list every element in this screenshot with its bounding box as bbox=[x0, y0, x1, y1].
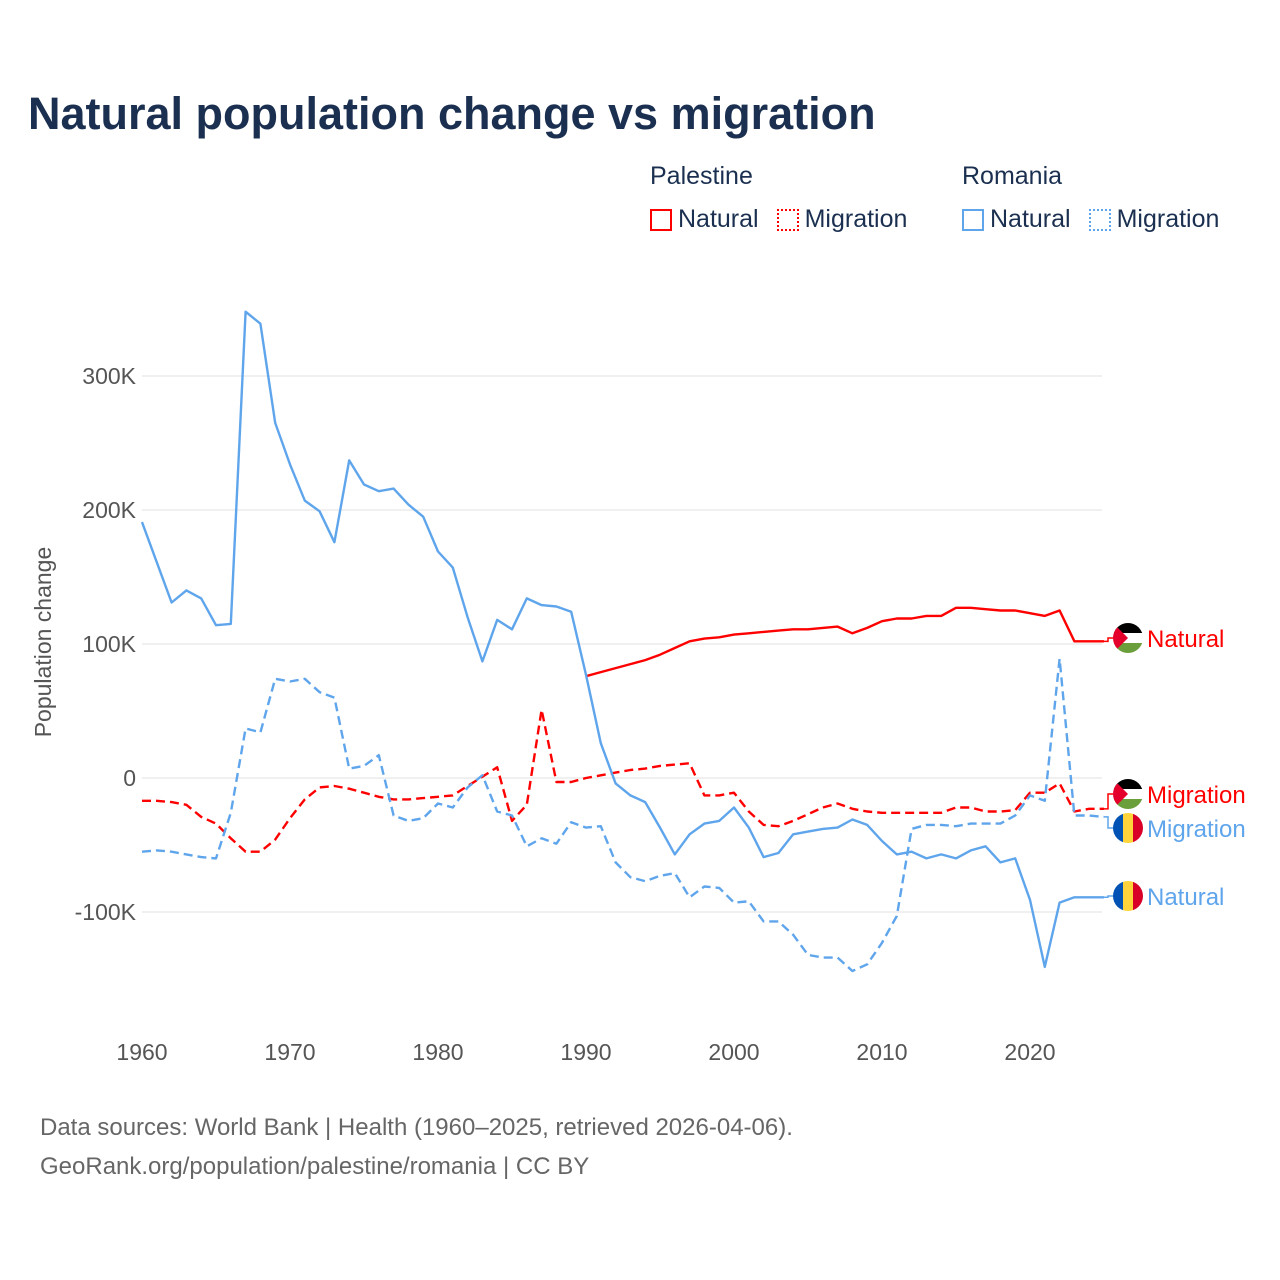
solid-swatch-icon bbox=[650, 208, 672, 231]
chart-title: Natural population change vs migration bbox=[28, 88, 876, 139]
x-tick-label: 2020 bbox=[1004, 1039, 1055, 1065]
label-connector bbox=[1104, 816, 1114, 829]
legend-item-palestine-migration[interactable]: Migration bbox=[776, 205, 908, 234]
end-label: Migration bbox=[1147, 816, 1246, 843]
legend-romania: Romania Natural Migration bbox=[962, 162, 1219, 234]
label-connector bbox=[1104, 895, 1114, 899]
legend-item-palestine-natural[interactable]: Natural bbox=[650, 205, 759, 234]
legend-label: Natural bbox=[678, 205, 759, 233]
legend-group-name: Romania bbox=[962, 162, 1063, 190]
series-line-romania-migration bbox=[141, 657, 1105, 973]
y-tick-label: 200K bbox=[82, 497, 136, 523]
y-tick-label: 0 bbox=[123, 765, 136, 791]
dotted-swatch-icon bbox=[776, 208, 799, 231]
end-label: Natural bbox=[1147, 626, 1224, 653]
x-tick-label: 1970 bbox=[264, 1039, 315, 1065]
y-axis-label: Population change bbox=[30, 547, 56, 738]
end-label: Migration bbox=[1147, 782, 1246, 809]
footer-link[interactable]: GeoRank.org/population/palestine/romania… bbox=[40, 1153, 590, 1180]
palestine-flag-icon bbox=[1113, 623, 1143, 653]
footer-sources: Data sources: World Bank | Health (1960–… bbox=[40, 1114, 793, 1141]
x-tick-label: 2000 bbox=[708, 1039, 759, 1065]
y-tick-label: 100K bbox=[82, 631, 136, 657]
legend-label: Migration bbox=[1116, 205, 1220, 233]
legend-palestine: Palestine Natural Migration bbox=[650, 162, 907, 234]
y-tick-label: -100K bbox=[75, 899, 137, 925]
series-line-palestine-migration bbox=[142, 708, 1104, 853]
romania-flag-icon bbox=[1113, 881, 1143, 911]
label-connector bbox=[1104, 637, 1114, 643]
solid-swatch-icon bbox=[962, 208, 984, 231]
label-connector bbox=[1104, 793, 1114, 810]
romania-flag-icon bbox=[1113, 813, 1143, 843]
footer: Data sources: World Bank | Health (1960–… bbox=[40, 1108, 793, 1186]
end-label: Natural bbox=[1147, 884, 1224, 911]
x-tick-label: 1960 bbox=[116, 1039, 167, 1065]
legend-group-name: Palestine bbox=[650, 162, 753, 190]
series-line-romania-natural bbox=[140, 310, 1104, 969]
legend-item-romania-migration[interactable]: Migration bbox=[1088, 205, 1220, 234]
dotted-swatch-icon bbox=[1088, 208, 1111, 231]
x-tick-label: 2010 bbox=[856, 1039, 907, 1065]
legend-label: Migration bbox=[804, 205, 908, 233]
legend-item-romania-natural[interactable]: Natural bbox=[962, 205, 1071, 234]
legend-label: Natural bbox=[990, 205, 1071, 233]
x-tick-label: 1980 bbox=[412, 1039, 463, 1065]
x-tick-label: 1990 bbox=[560, 1039, 611, 1065]
y-tick-label: 300K bbox=[82, 363, 136, 389]
series-line-palestine-natural bbox=[585, 606, 1104, 678]
palestine-flag-icon bbox=[1113, 779, 1143, 809]
